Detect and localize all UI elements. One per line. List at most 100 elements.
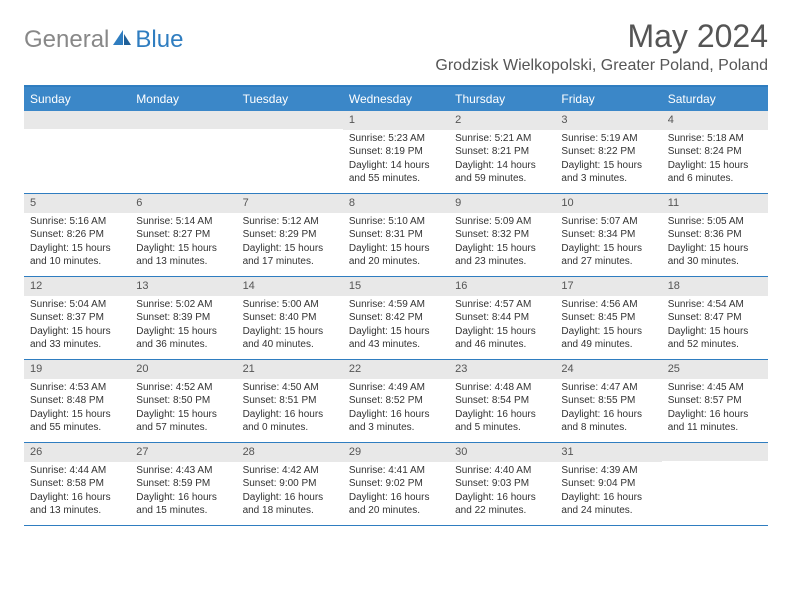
- daylight-text: Daylight: 16 hours and 3 minutes.: [349, 408, 443, 435]
- day-body: Sunrise: 4:41 AMSunset: 9:02 PMDaylight:…: [343, 462, 449, 522]
- daylight-text: Daylight: 16 hours and 0 minutes.: [243, 408, 337, 435]
- weekday-header: Monday: [130, 87, 236, 111]
- day-cell: 28Sunrise: 4:42 AMSunset: 9:00 PMDayligh…: [237, 443, 343, 525]
- logo-text-blue: Blue: [135, 26, 183, 54]
- day-cell: 9Sunrise: 5:09 AMSunset: 8:32 PMDaylight…: [449, 194, 555, 276]
- empty-day-header: [662, 443, 768, 461]
- day-body: Sunrise: 5:12 AMSunset: 8:29 PMDaylight:…: [237, 213, 343, 273]
- weekday-header: Friday: [555, 87, 661, 111]
- day-body: Sunrise: 5:05 AMSunset: 8:36 PMDaylight:…: [662, 213, 768, 273]
- day-cell: 13Sunrise: 5:02 AMSunset: 8:39 PMDayligh…: [130, 277, 236, 359]
- day-cell: 26Sunrise: 4:44 AMSunset: 8:58 PMDayligh…: [24, 443, 130, 525]
- sunrise-text: Sunrise: 4:45 AM: [668, 381, 762, 395]
- sunset-text: Sunset: 8:39 PM: [136, 311, 230, 325]
- day-cell: 18Sunrise: 4:54 AMSunset: 8:47 PMDayligh…: [662, 277, 768, 359]
- sunrise-text: Sunrise: 5:09 AM: [455, 215, 549, 229]
- sunset-text: Sunset: 8:52 PM: [349, 394, 443, 408]
- day-cell: 27Sunrise: 4:43 AMSunset: 8:59 PMDayligh…: [130, 443, 236, 525]
- sunrise-text: Sunrise: 5:04 AM: [30, 298, 124, 312]
- page-header: General Blue May 2024 Grodzisk Wielkopol…: [24, 18, 768, 75]
- sunset-text: Sunset: 9:03 PM: [455, 477, 549, 491]
- weekday-header: Wednesday: [343, 87, 449, 111]
- day-number: 18: [662, 277, 768, 296]
- day-cell: 14Sunrise: 5:00 AMSunset: 8:40 PMDayligh…: [237, 277, 343, 359]
- sunset-text: Sunset: 8:37 PM: [30, 311, 124, 325]
- daylight-text: Daylight: 15 hours and 33 minutes.: [30, 325, 124, 352]
- day-body: Sunrise: 5:04 AMSunset: 8:37 PMDaylight:…: [24, 296, 130, 356]
- sunset-text: Sunset: 8:36 PM: [668, 228, 762, 242]
- daylight-text: Daylight: 16 hours and 20 minutes.: [349, 491, 443, 518]
- sunrise-text: Sunrise: 4:48 AM: [455, 381, 549, 395]
- day-cell: 30Sunrise: 4:40 AMSunset: 9:03 PMDayligh…: [449, 443, 555, 525]
- day-cell: 20Sunrise: 4:52 AMSunset: 8:50 PMDayligh…: [130, 360, 236, 442]
- daylight-text: Daylight: 15 hours and 55 minutes.: [30, 408, 124, 435]
- day-body: Sunrise: 5:21 AMSunset: 8:21 PMDaylight:…: [449, 130, 555, 190]
- sunrise-text: Sunrise: 4:53 AM: [30, 381, 124, 395]
- day-body: Sunrise: 4:52 AMSunset: 8:50 PMDaylight:…: [130, 379, 236, 439]
- day-number: 7: [237, 194, 343, 213]
- day-number: 23: [449, 360, 555, 379]
- sunset-text: Sunset: 8:21 PM: [455, 145, 549, 159]
- sunset-text: Sunset: 8:34 PM: [561, 228, 655, 242]
- day-body: Sunrise: 5:00 AMSunset: 8:40 PMDaylight:…: [237, 296, 343, 356]
- day-cell: 11Sunrise: 5:05 AMSunset: 8:36 PMDayligh…: [662, 194, 768, 276]
- day-number: 3: [555, 111, 661, 130]
- day-cell: 19Sunrise: 4:53 AMSunset: 8:48 PMDayligh…: [24, 360, 130, 442]
- sunset-text: Sunset: 8:54 PM: [455, 394, 549, 408]
- week-row: 5Sunrise: 5:16 AMSunset: 8:26 PMDaylight…: [24, 194, 768, 277]
- sunset-text: Sunset: 8:45 PM: [561, 311, 655, 325]
- sunset-text: Sunset: 8:22 PM: [561, 145, 655, 159]
- sunrise-text: Sunrise: 5:02 AM: [136, 298, 230, 312]
- day-cell: [662, 443, 768, 525]
- daylight-text: Daylight: 16 hours and 5 minutes.: [455, 408, 549, 435]
- day-body: Sunrise: 4:57 AMSunset: 8:44 PMDaylight:…: [449, 296, 555, 356]
- daylight-text: Daylight: 15 hours and 20 minutes.: [349, 242, 443, 269]
- sunrise-text: Sunrise: 4:50 AM: [243, 381, 337, 395]
- day-cell: [24, 111, 130, 193]
- day-body: Sunrise: 5:18 AMSunset: 8:24 PMDaylight:…: [662, 130, 768, 190]
- day-body: Sunrise: 5:14 AMSunset: 8:27 PMDaylight:…: [130, 213, 236, 273]
- day-number: 10: [555, 194, 661, 213]
- daylight-text: Daylight: 16 hours and 13 minutes.: [30, 491, 124, 518]
- day-number: 19: [24, 360, 130, 379]
- day-body: Sunrise: 4:59 AMSunset: 8:42 PMDaylight:…: [343, 296, 449, 356]
- day-cell: 24Sunrise: 4:47 AMSunset: 8:55 PMDayligh…: [555, 360, 661, 442]
- day-number: 20: [130, 360, 236, 379]
- day-body: Sunrise: 4:50 AMSunset: 8:51 PMDaylight:…: [237, 379, 343, 439]
- empty-day-header: [130, 111, 236, 129]
- day-cell: 23Sunrise: 4:48 AMSunset: 8:54 PMDayligh…: [449, 360, 555, 442]
- day-cell: 8Sunrise: 5:10 AMSunset: 8:31 PMDaylight…: [343, 194, 449, 276]
- sunset-text: Sunset: 8:29 PM: [243, 228, 337, 242]
- daylight-text: Daylight: 15 hours and 30 minutes.: [668, 242, 762, 269]
- day-body: Sunrise: 5:02 AMSunset: 8:39 PMDaylight:…: [130, 296, 236, 356]
- day-body: Sunrise: 4:45 AMSunset: 8:57 PMDaylight:…: [662, 379, 768, 439]
- day-cell: 4Sunrise: 5:18 AMSunset: 8:24 PMDaylight…: [662, 111, 768, 193]
- sunrise-text: Sunrise: 4:56 AM: [561, 298, 655, 312]
- daylight-text: Daylight: 15 hours and 3 minutes.: [561, 159, 655, 186]
- day-body: Sunrise: 4:42 AMSunset: 9:00 PMDaylight:…: [237, 462, 343, 522]
- sunrise-text: Sunrise: 4:57 AM: [455, 298, 549, 312]
- daylight-text: Daylight: 16 hours and 22 minutes.: [455, 491, 549, 518]
- day-number: 12: [24, 277, 130, 296]
- daylight-text: Daylight: 15 hours and 49 minutes.: [561, 325, 655, 352]
- sunset-text: Sunset: 8:26 PM: [30, 228, 124, 242]
- day-body: Sunrise: 4:48 AMSunset: 8:54 PMDaylight:…: [449, 379, 555, 439]
- day-body: Sunrise: 5:16 AMSunset: 8:26 PMDaylight:…: [24, 213, 130, 273]
- sunrise-text: Sunrise: 5:12 AM: [243, 215, 337, 229]
- day-number: 27: [130, 443, 236, 462]
- daylight-text: Daylight: 15 hours and 46 minutes.: [455, 325, 549, 352]
- weekday-header: Thursday: [449, 87, 555, 111]
- week-row: 26Sunrise: 4:44 AMSunset: 8:58 PMDayligh…: [24, 443, 768, 526]
- week-row: 1Sunrise: 5:23 AMSunset: 8:19 PMDaylight…: [24, 111, 768, 194]
- sunset-text: Sunset: 9:00 PM: [243, 477, 337, 491]
- day-body: Sunrise: 4:39 AMSunset: 9:04 PMDaylight:…: [555, 462, 661, 522]
- week-row: 19Sunrise: 4:53 AMSunset: 8:48 PMDayligh…: [24, 360, 768, 443]
- sunset-text: Sunset: 8:24 PM: [668, 145, 762, 159]
- daylight-text: Daylight: 15 hours and 36 minutes.: [136, 325, 230, 352]
- empty-day-header: [237, 111, 343, 129]
- day-cell: 15Sunrise: 4:59 AMSunset: 8:42 PMDayligh…: [343, 277, 449, 359]
- day-number: 15: [343, 277, 449, 296]
- sunrise-text: Sunrise: 5:16 AM: [30, 215, 124, 229]
- logo-sail-icon: [111, 28, 133, 53]
- day-number: 24: [555, 360, 661, 379]
